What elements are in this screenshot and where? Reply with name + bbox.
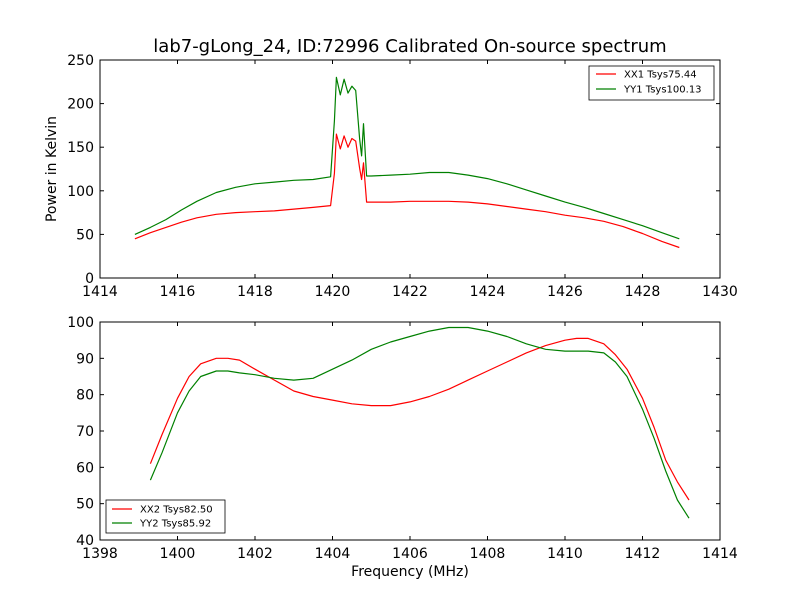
- top-y-ticks: 0 50 100 150 200 250: [67, 53, 720, 287]
- bottom-chart: 1398 1400 1402 1404 1406 1408 1410 1412 1414 40 5…: [67, 315, 738, 580]
- x-tick-label: 1400: [160, 546, 196, 562]
- top-series-group: [134, 76, 680, 249]
- top-x-ticks: 1414 1416 1418 1420 1422 1424 1426 1428 1430: [82, 60, 738, 300]
- y-tick-label: 90: [76, 351, 94, 367]
- top-legend-box: [588, 65, 715, 101]
- x-tick-label: 1426: [547, 284, 583, 300]
- x-tick-label: 1424: [470, 284, 506, 300]
- bottom-legend-box: [105, 499, 226, 534]
- x-tick-label: 1398: [82, 546, 118, 562]
- x-tick-label: 1410: [547, 546, 583, 562]
- y-tick-label: 100: [67, 315, 94, 331]
- legend-label-xx2: XX2 Tsys82.50: [140, 505, 213, 516]
- y-tick-label: 60: [76, 460, 94, 476]
- series-line-yy2: [149, 326, 690, 519]
- x-tick-label: 1422: [392, 284, 428, 300]
- x-tick-label: 1408: [470, 546, 506, 562]
- y-tick-label: 0: [85, 271, 94, 287]
- x-tick-label: 1414: [82, 284, 118, 300]
- series-line-yy1: [134, 76, 680, 240]
- legend-label-yy2: YY2 Tsys85.92: [139, 519, 211, 530]
- y-tick-label: 150: [67, 140, 94, 156]
- x-tick-label: 1420: [315, 284, 351, 300]
- x-tick-label: 1402: [237, 546, 273, 562]
- y-tick-label: 80: [76, 388, 94, 404]
- y-tick-label: 40: [76, 533, 94, 549]
- legend-label-xx1: XX1 Tsys75.44: [624, 70, 697, 81]
- x-tick-label: 1414: [702, 546, 738, 562]
- x-tick-label: 1404: [315, 546, 351, 562]
- y-tick-label: 250: [67, 53, 94, 69]
- x-tick-label: 1430: [702, 284, 738, 300]
- bottom-y-ticks: 40 50 60 70 80 90 100: [67, 315, 720, 549]
- y-tick-label: 50: [76, 497, 94, 513]
- bottom-legend: XX2 Tsys82.50 YY2 Tsys85.92: [105, 499, 226, 534]
- top-chart: lab7-gLong_24, ID:72996 Calibrated On-so…: [44, 36, 738, 300]
- y-tick-label: 200: [67, 97, 94, 113]
- x-tick-label: 1416: [160, 284, 196, 300]
- bottom-x-axis-label: Frequency (MHz): [351, 564, 469, 580]
- y-tick-label: 50: [76, 227, 94, 243]
- x-tick-label: 1406: [392, 546, 428, 562]
- bottom-x-ticks: 1398 1400 1402 1404 1406 1408 1410 1412 1414: [82, 322, 738, 562]
- x-tick-label: 1418: [237, 284, 273, 300]
- bottom-series-group: [149, 326, 690, 519]
- series-line-xx2: [149, 337, 690, 501]
- top-legend: XX1 Tsys75.44 YY1 Tsys100.13: [588, 65, 715, 101]
- legend-label-yy1: YY1 Tsys100.13: [623, 85, 702, 96]
- series-line-xx1: [134, 133, 680, 249]
- x-tick-label: 1412: [625, 546, 661, 562]
- y-tick-label: 70: [76, 424, 94, 440]
- top-y-axis-label: Power in Kelvin: [44, 116, 60, 222]
- y-tick-label: 100: [67, 184, 94, 200]
- x-tick-label: 1428: [625, 284, 661, 300]
- chart-title: lab7-gLong_24, ID:72996 Calibrated On-so…: [153, 36, 666, 57]
